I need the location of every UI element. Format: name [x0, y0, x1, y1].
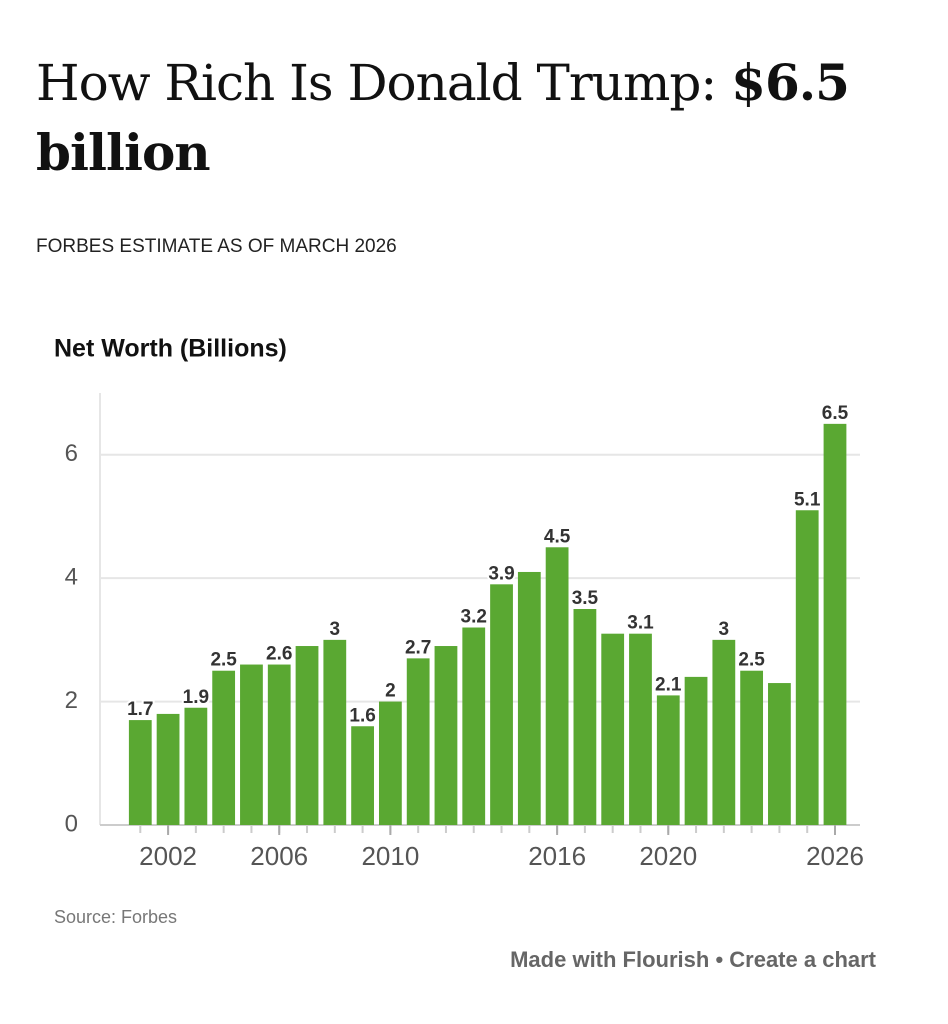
- chart: Net Worth (Billions) 0 2 4 6 2002 2006 2010 201…: [54, 335, 864, 871]
- data-label: 3: [330, 619, 341, 640]
- bar: [212, 670, 236, 825]
- bar: [601, 633, 625, 825]
- footer-link[interactable]: Made with Flourish • Create a chart: [510, 947, 876, 972]
- data-label: 3: [719, 619, 730, 640]
- title-text: How Rich Is Donald Trump:: [36, 54, 717, 112]
- data-label: 2.7: [405, 637, 431, 658]
- data-label: 6.5: [822, 403, 849, 424]
- data-label: 2: [385, 681, 396, 702]
- source: Source: Forbes: [54, 907, 178, 927]
- data-label: 5.1: [794, 489, 821, 510]
- x-tick-label: 2006: [250, 841, 308, 871]
- data-label: 3.2: [461, 607, 487, 628]
- bar: [740, 670, 764, 825]
- bar: [240, 664, 263, 825]
- bar: [378, 701, 402, 825]
- data-label: 1.7: [127, 699, 153, 720]
- y-axis-title: Net Worth (Billions): [54, 335, 287, 363]
- x-tick-label: 2026: [806, 841, 864, 871]
- data-label: 3.1: [627, 613, 654, 634]
- x-tick-label: 2016: [528, 841, 586, 871]
- bar: [128, 720, 152, 825]
- bar: [656, 695, 680, 825]
- data-label: 1.6: [349, 705, 375, 726]
- title-highlight: $6.5 billion: [36, 53, 850, 182]
- bar: [406, 658, 430, 825]
- bar: [684, 676, 708, 825]
- data-label: 3.5: [572, 588, 599, 609]
- bar: [823, 423, 847, 825]
- y-tick-label: 2: [65, 687, 78, 714]
- subtitle: FORBES ESTIMATE AS OF MARCH 2026: [36, 236, 397, 257]
- y-tick-label: 6: [65, 440, 78, 467]
- data-label: 2.1: [655, 674, 682, 695]
- data-label: 2.5: [738, 650, 765, 671]
- y-tick-label: 0: [65, 810, 78, 837]
- data-label: 3.9: [488, 563, 514, 584]
- bar: [490, 584, 513, 825]
- bar: [323, 639, 347, 825]
- data-label: 2.5: [210, 650, 237, 671]
- data-label: 2.6: [266, 644, 292, 665]
- chart-title: How Rich Is Donald Trump: $6.5 billion: [36, 48, 916, 188]
- bar: [573, 609, 597, 825]
- bar: [712, 639, 736, 825]
- bar: [795, 510, 819, 825]
- bar: [295, 646, 319, 825]
- data-label: 1.9: [183, 687, 209, 708]
- bar: [545, 547, 569, 825]
- bar: [156, 713, 180, 825]
- bar: [517, 571, 541, 825]
- bar: [351, 726, 374, 825]
- x-tick-label: 2020: [639, 841, 697, 871]
- bar: [267, 664, 291, 825]
- bar: [629, 633, 652, 825]
- x-tick-label: 2002: [139, 841, 197, 871]
- bar: [462, 627, 486, 825]
- x-tick-label: 2010: [361, 841, 419, 871]
- data-label: 4.5: [544, 526, 571, 547]
- bar: [768, 683, 791, 825]
- bar: [434, 646, 458, 825]
- y-tick-label: 4: [65, 563, 78, 590]
- bar: [184, 707, 208, 825]
